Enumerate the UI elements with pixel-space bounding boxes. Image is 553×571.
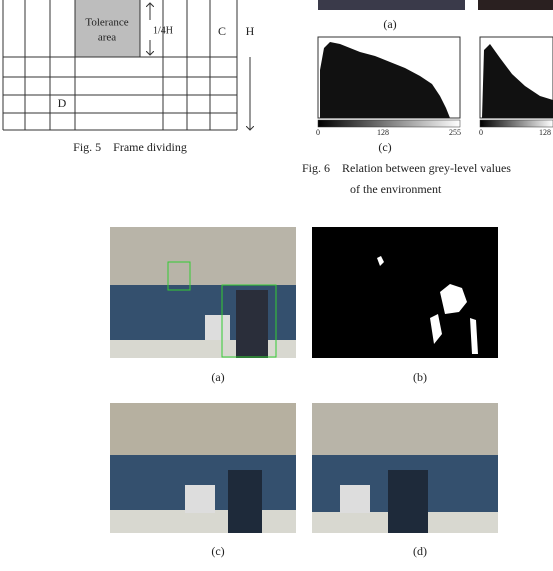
tick-label: 255	[449, 128, 461, 137]
panel-label: (c)	[211, 544, 224, 558]
tolerance-label: area	[98, 32, 116, 44]
caption: of the environment	[350, 182, 442, 196]
caption: Fig. 6 Relation between grey-level value…	[302, 161, 511, 175]
photo	[318, 0, 465, 10]
tolerance-label: Tolerance	[85, 17, 128, 29]
tick-label: 128	[539, 128, 551, 137]
height-label: H	[246, 24, 255, 38]
panel-label: (d)	[413, 544, 427, 558]
fraction-label: 1/4H	[153, 25, 173, 36]
frame-grid	[2, 0, 250, 130]
panel-label: (c)	[378, 140, 391, 154]
region-label: D	[58, 96, 67, 110]
caption: Fig. 5 Frame dividing	[73, 140, 187, 154]
gradient-bar	[479, 119, 553, 128]
tick-label: 128	[377, 128, 389, 137]
histogram-shape	[482, 44, 553, 118]
histogram-shape	[320, 42, 450, 118]
panel-label: (a)	[211, 370, 224, 384]
region-label: C	[218, 24, 226, 38]
photo	[478, 0, 553, 10]
panel-label: (b)	[413, 370, 427, 384]
photo	[312, 227, 498, 358]
panel-label: (a)	[383, 17, 396, 31]
gradient-bar	[317, 119, 461, 128]
tick-label: 0	[479, 128, 483, 137]
tick-label: 0	[316, 128, 320, 137]
photo	[110, 403, 296, 533]
photo	[312, 403, 498, 533]
photo	[110, 227, 296, 358]
